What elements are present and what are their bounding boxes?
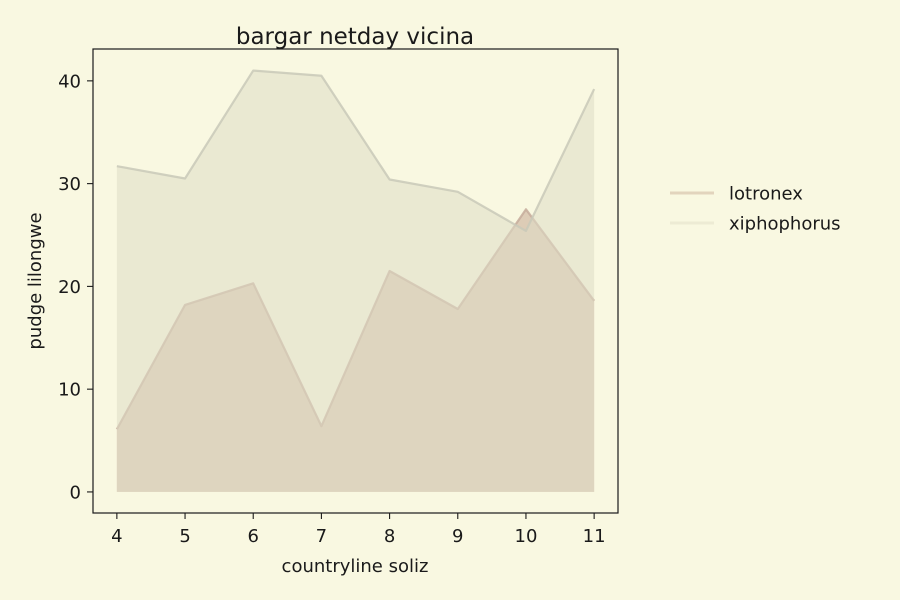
x-tick-label: 7	[316, 526, 327, 547]
legend-label-lotronex: lotronex	[729, 184, 803, 205]
x-tick-label: 9	[452, 526, 463, 547]
y-tick-label: 20	[58, 277, 81, 298]
legend: lotronex xiphophorus	[670, 184, 841, 235]
plot-frame	[92, 48, 619, 514]
x-tick-label: 6	[248, 526, 259, 547]
line-xiphophorus	[116, 69, 596, 233]
y-tick-label: 0	[70, 482, 81, 503]
x-tick-label: 11	[583, 526, 606, 547]
x-tick-label: 5	[179, 526, 190, 547]
y-ticks: 0 10 20 30 40	[58, 71, 93, 503]
x-tick-label: 10	[515, 526, 538, 547]
x-ticks: 4 5 6 7 8 9 10 11	[111, 513, 606, 547]
y-tick-label: 40	[58, 71, 81, 92]
chart-title: bargar netday vicina	[236, 24, 474, 50]
area-xiphophorus	[116, 70, 595, 492]
series-layer	[115, 69, 596, 492]
x-tick-label: 8	[384, 526, 395, 547]
x-axis-label: countryline soliz	[282, 556, 429, 577]
series-xiphophorus	[116, 69, 596, 492]
y-tick-label: 10	[58, 380, 81, 401]
y-axis-label: pudge lilongwe	[25, 212, 46, 349]
y-tick-label: 30	[58, 174, 81, 195]
x-tick-label: 4	[111, 526, 122, 547]
legend-label-xiphophorus: xiphophorus	[729, 214, 841, 235]
